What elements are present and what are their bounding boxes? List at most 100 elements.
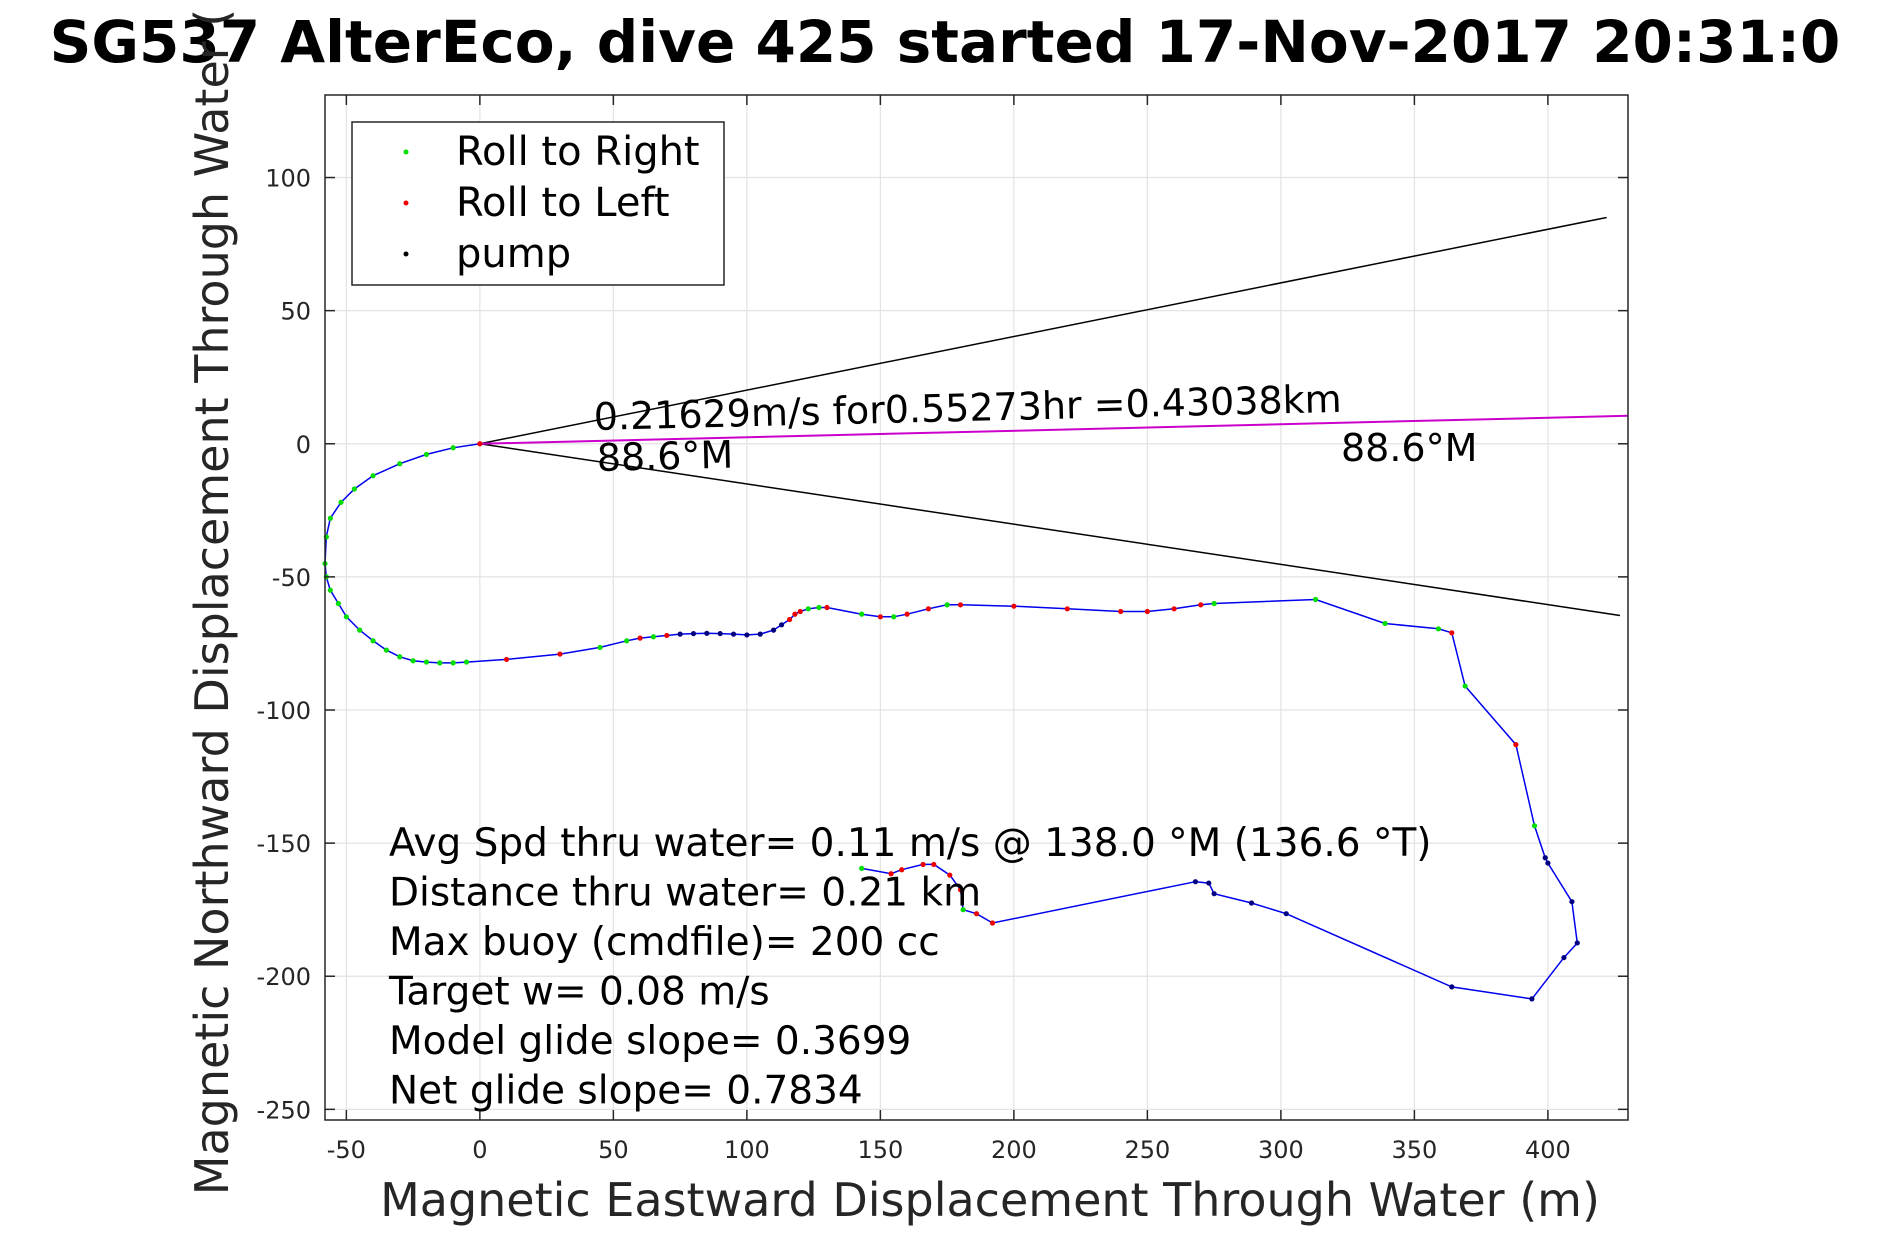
track-point — [899, 867, 905, 873]
track-point — [624, 638, 630, 644]
track-point — [931, 861, 937, 868]
track-point — [947, 872, 953, 878]
dive-track — [324, 443, 1579, 1000]
track-point — [1545, 860, 1551, 866]
track-point — [1206, 880, 1212, 886]
x-tick-label: 0 — [472, 1136, 487, 1164]
track-point — [664, 632, 670, 639]
track-point — [757, 631, 763, 637]
track-point — [1542, 855, 1548, 861]
track-point — [824, 604, 830, 611]
legend-marker — [403, 251, 409, 257]
track-point — [816, 604, 822, 611]
x-tick-label: 150 — [857, 1136, 903, 1164]
legend-marker — [403, 149, 409, 155]
track-point — [1171, 606, 1177, 612]
chart-title: SG537 AlterEco, dive 425 started 17-Nov-… — [50, 8, 1841, 76]
track-point — [744, 632, 750, 638]
x-axis-label: Magnetic Eastward Displacement Through W… — [380, 1173, 1600, 1227]
x-tick-label: 400 — [1525, 1136, 1571, 1164]
legend-marker — [403, 200, 409, 206]
track-point — [704, 630, 710, 636]
track-point — [677, 631, 683, 637]
track-point — [1462, 683, 1468, 689]
track-point — [778, 622, 785, 628]
track-point — [1064, 606, 1070, 612]
track-point — [343, 614, 349, 620]
x-tick-label: 100 — [724, 1136, 770, 1164]
track-point — [859, 611, 865, 617]
speed-annotation-line2: 88.6°M — [596, 433, 733, 480]
track-point — [383, 647, 390, 653]
track-point — [423, 659, 430, 665]
track-point — [944, 602, 950, 608]
current-vector — [479, 414, 1629, 445]
x-tick-label: 350 — [1391, 1136, 1437, 1164]
track-point — [327, 515, 333, 521]
cone-line — [479, 443, 1621, 617]
track-point — [797, 608, 803, 615]
cone-line — [479, 216, 1607, 445]
track-point — [904, 611, 910, 617]
y-tick-label: 50 — [280, 298, 311, 326]
track-point — [335, 600, 341, 607]
axis-ticks: -50 0 50 100 150 200 250 300 350 400 -250 -200 -150 -… — [257, 95, 1628, 1164]
track-point — [957, 887, 964, 893]
track-point — [1211, 891, 1217, 897]
track-point — [1529, 996, 1535, 1002]
track-point — [1313, 596, 1319, 603]
track-point — [690, 630, 697, 637]
track-point — [1449, 984, 1455, 990]
y-tick-label: -150 — [257, 830, 311, 858]
legend-box — [351, 121, 725, 286]
heading-cone — [479, 216, 1621, 617]
track-line — [324, 443, 1579, 1000]
track-point — [370, 473, 376, 479]
track-point — [1192, 879, 1199, 885]
track-point — [1011, 603, 1017, 609]
info-line: Net glide slope= 0.7834 — [389, 1069, 863, 1114]
track-point — [960, 907, 966, 913]
track-point — [717, 630, 723, 637]
track-point — [1382, 620, 1388, 627]
track-point — [557, 651, 563, 657]
track-point — [1435, 626, 1442, 632]
y-tick-label: 100 — [265, 165, 311, 193]
track-point — [437, 660, 443, 666]
track-point — [477, 441, 483, 447]
current-vector-line — [479, 414, 1629, 445]
track-point — [730, 631, 737, 637]
track-point — [925, 606, 932, 612]
track-point — [786, 616, 793, 623]
dive-info-block: Avg Spd thru water= 0.11 m/s @ 138.0 °M … — [388, 821, 1432, 1114]
track-point — [957, 602, 964, 608]
track-point — [450, 660, 456, 666]
info-line: Model glide slope= 0.3699 — [389, 1019, 911, 1064]
track-point — [503, 656, 510, 663]
track-point — [1561, 954, 1567, 961]
track-point — [338, 499, 344, 505]
info-line: Max buoy (cmdfile)= 200 cc — [389, 920, 940, 965]
track-point — [805, 606, 811, 612]
y-tick-label: -200 — [257, 963, 311, 991]
y-axis-label: Magnetic Northward Displacement Through … — [185, 9, 239, 1195]
track-point — [397, 654, 403, 660]
track-point — [989, 920, 996, 926]
track-point — [1513, 742, 1519, 748]
track-point — [1449, 630, 1455, 636]
y-tick-label: 0 — [296, 431, 311, 459]
legend-label: Roll to Right — [456, 129, 700, 175]
track-point — [1569, 899, 1575, 905]
track-point — [397, 461, 403, 467]
track-point — [637, 635, 643, 641]
legend: Roll to Right Roll to Left pump — [351, 121, 725, 286]
x-tick-label: -50 — [327, 1136, 366, 1164]
end-heading-label: 88.6°M — [1341, 426, 1477, 470]
track-point — [351, 486, 357, 492]
legend-label: Roll to Left — [456, 180, 670, 226]
track-point — [423, 451, 430, 458]
x-tick-label: 50 — [598, 1136, 629, 1164]
track-point — [1574, 940, 1580, 946]
track-point — [973, 911, 980, 917]
track-point — [597, 644, 603, 651]
